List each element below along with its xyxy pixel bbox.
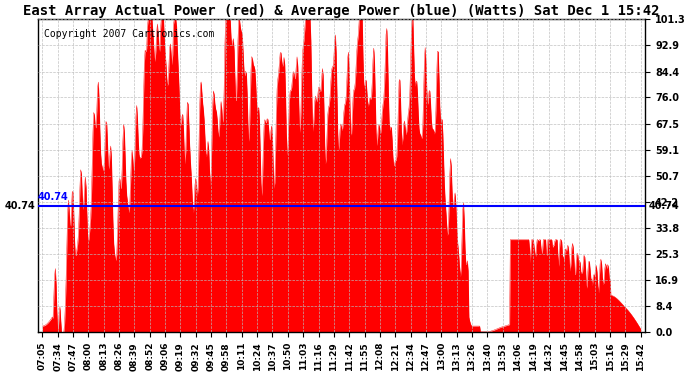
Text: 40.74: 40.74 bbox=[648, 201, 679, 211]
Text: 40.74: 40.74 bbox=[38, 192, 68, 202]
Text: Copyright 2007 Cartronics.com: Copyright 2007 Cartronics.com bbox=[43, 29, 214, 39]
Text: 40.74: 40.74 bbox=[4, 201, 35, 211]
Title: East Array Actual Power (red) & Average Power (blue) (Watts) Sat Dec 1 15:42: East Array Actual Power (red) & Average … bbox=[23, 4, 660, 18]
